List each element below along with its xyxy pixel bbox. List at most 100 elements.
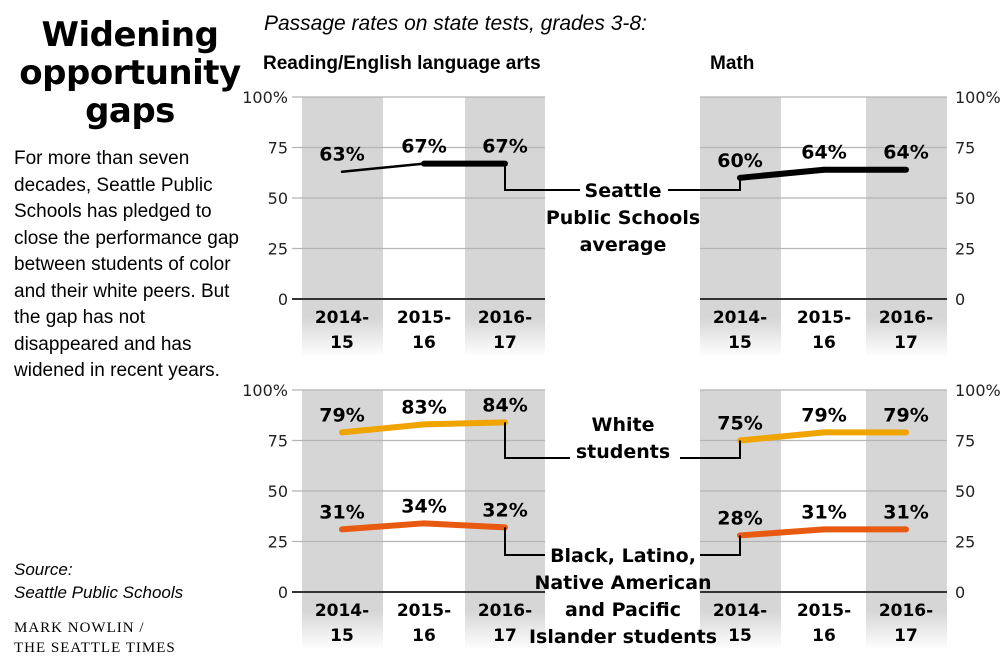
x-tick-label: 2016- <box>879 601 933 621</box>
y-tick-label: 25 <box>268 240 288 259</box>
data-label: 63% <box>319 144 364 166</box>
data-label: 84% <box>482 394 527 416</box>
chart-subtitle: Passage rates on state tests, grades 3-8… <box>264 12 647 35</box>
y-tick-label: 25 <box>955 240 975 259</box>
y-tick-label: 25 <box>268 533 288 552</box>
year-band <box>700 390 781 650</box>
callout-label-sps: average <box>580 234 667 256</box>
x-tick-label: 2016- <box>478 308 532 328</box>
callout-label-white: students <box>576 441 670 463</box>
source-name: Seattle Public Schools <box>14 583 184 602</box>
x-tick-label: 2015- <box>797 308 851 328</box>
x-tick-label: 17 <box>894 333 918 353</box>
data-label: 67% <box>482 136 527 158</box>
y-tick-label: 75 <box>268 139 288 158</box>
y-tick-label: 75 <box>268 432 288 451</box>
callout-label-sps: Public Schools <box>546 207 700 229</box>
data-label: 31% <box>883 501 928 523</box>
x-tick-label: 16 <box>812 333 836 353</box>
y-tick-label: 0 <box>955 290 965 309</box>
x-tick-label: 15 <box>728 626 752 646</box>
data-label: 34% <box>401 495 446 517</box>
data-label: 79% <box>801 404 846 426</box>
callout-label-poc: and Pacific <box>565 599 681 621</box>
x-tick-label: 17 <box>493 333 517 353</box>
x-tick-label: 15 <box>728 333 752 353</box>
source: Source: Seattle Public Schools <box>14 558 183 604</box>
reading-heading: Reading/English language arts <box>263 53 541 74</box>
y-tick-label: 50 <box>955 482 975 501</box>
x-tick-label: 16 <box>412 626 436 646</box>
credit-line-1: MARK NOWLIN / <box>14 620 145 636</box>
y-tick-label: 0 <box>955 583 965 602</box>
x-tick-label: 2016- <box>478 601 532 621</box>
year-band <box>700 97 781 357</box>
callout-leader <box>504 163 580 191</box>
callout-leader <box>680 440 741 459</box>
data-label: 67% <box>401 136 446 158</box>
series-line-poc <box>339 520 427 533</box>
credit: MARK NOWLIN / THE SEATTLE TIMES <box>14 618 176 658</box>
x-tick-label: 2014- <box>713 601 767 621</box>
series-line-white <box>737 429 827 444</box>
source-label: Source: <box>14 560 73 579</box>
year-band <box>302 97 383 357</box>
data-label: 28% <box>717 507 762 529</box>
x-tick-label: 2014- <box>315 308 369 328</box>
callout-leader <box>504 422 570 459</box>
callout-leader <box>504 527 545 556</box>
callout-leader <box>700 535 741 556</box>
y-tick-label: 25 <box>955 533 975 552</box>
y-tick-label: 100% <box>242 88 288 107</box>
y-tick-label: 100% <box>955 88 1000 107</box>
y-tick-label: 100% <box>242 381 288 400</box>
callout-label-white: White <box>592 414 655 436</box>
data-label: 60% <box>717 150 762 172</box>
y-tick-label: 75 <box>955 432 975 451</box>
data-label: 64% <box>801 142 846 164</box>
y-tick-label: 0 <box>278 583 288 602</box>
series-line-poc <box>421 520 508 531</box>
x-tick-label: 2015- <box>397 601 451 621</box>
x-tick-label: 15 <box>330 626 354 646</box>
year-band <box>465 97 545 357</box>
intro-text: For more than seven decades, Seattle Pub… <box>14 148 239 381</box>
x-tick-label: 17 <box>894 626 918 646</box>
series-line-white <box>421 419 508 428</box>
series-line-poc <box>737 526 827 539</box>
x-tick-label: 2015- <box>797 601 851 621</box>
y-tick-label: 50 <box>268 189 288 208</box>
x-tick-label: 17 <box>493 626 517 646</box>
x-tick-label: 16 <box>412 333 436 353</box>
data-label: 83% <box>401 396 446 418</box>
callout-label-poc: Native American <box>534 572 711 594</box>
data-label: 79% <box>319 404 364 426</box>
data-label: 31% <box>801 501 846 523</box>
series-line-white <box>339 421 427 436</box>
x-tick-label: 2015- <box>397 308 451 328</box>
callout-label-sps: Seattle <box>585 180 662 202</box>
x-tick-label: 2016- <box>879 308 933 328</box>
y-tick-label: 0 <box>278 290 288 309</box>
series-line-sps <box>340 162 426 173</box>
data-label: 64% <box>883 142 928 164</box>
math-heading: Math <box>710 53 755 74</box>
data-label: 31% <box>319 501 364 523</box>
y-tick-label: 50 <box>955 189 975 208</box>
callout-leader <box>668 177 741 191</box>
y-tick-label: 50 <box>268 482 288 501</box>
data-label: 79% <box>883 404 928 426</box>
callout-label-poc: Islander students <box>529 626 717 648</box>
year-band <box>866 97 947 357</box>
credit-line-2: THE SEATTLE TIMES <box>14 640 176 656</box>
x-tick-label: 16 <box>812 626 836 646</box>
y-tick-label: 100% <box>955 381 1000 400</box>
data-label: 75% <box>717 413 762 435</box>
x-tick-label: 15 <box>330 333 354 353</box>
y-tick-label: 75 <box>955 139 975 158</box>
x-tick-label: 2014- <box>713 308 767 328</box>
x-tick-label: 2014- <box>315 601 369 621</box>
series-line-sps <box>737 166 827 181</box>
